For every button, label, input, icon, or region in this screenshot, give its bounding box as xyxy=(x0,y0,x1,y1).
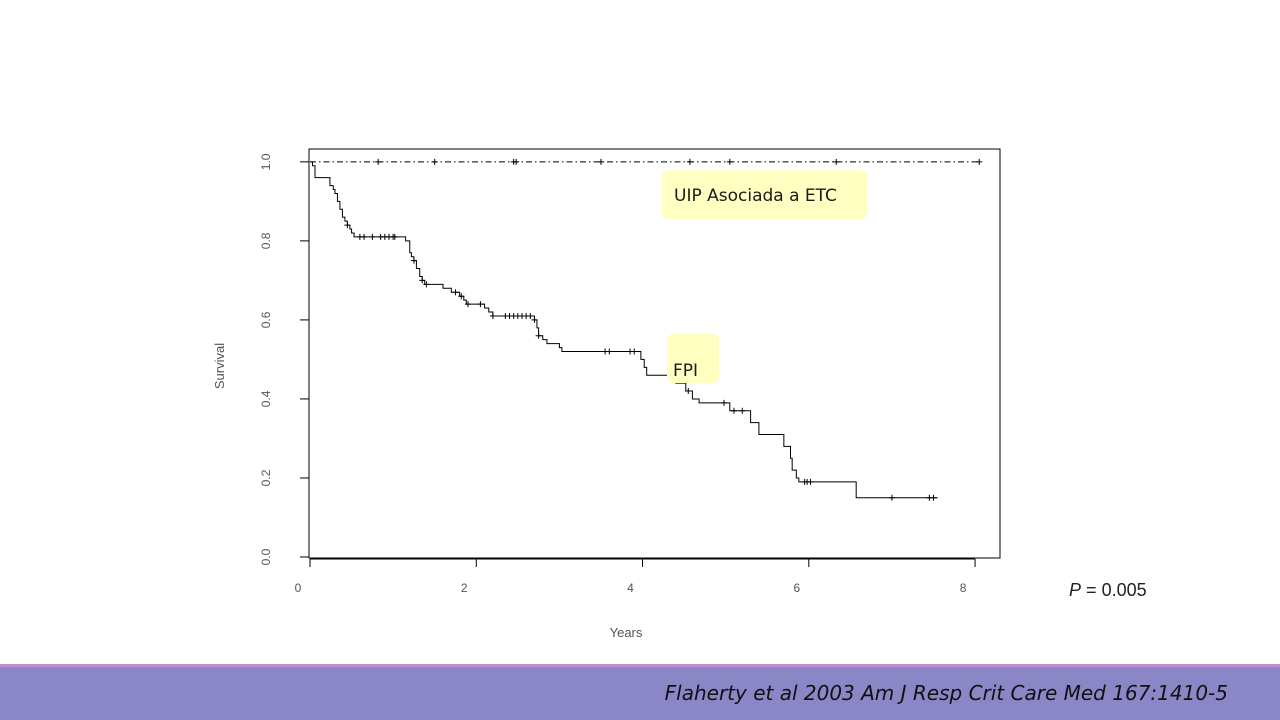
censor-mark xyxy=(531,316,538,323)
censor-mark xyxy=(976,158,983,165)
censor-mark xyxy=(726,158,733,165)
censor-mark xyxy=(513,158,520,165)
censor-mark xyxy=(721,399,727,406)
censor-mark xyxy=(369,233,376,240)
x-tick-label: 8 xyxy=(960,581,967,595)
series-uip-etc xyxy=(310,158,983,165)
x-axis-title: Years xyxy=(610,625,643,640)
svg-text:UIP Asociada a ETC: UIP Asociada a ETC xyxy=(674,186,837,206)
censor-mark xyxy=(458,293,465,300)
series-fpi xyxy=(310,161,938,501)
censor-mark xyxy=(375,158,382,165)
censor-mark xyxy=(391,233,398,240)
censor-mark xyxy=(685,388,692,395)
censor-mark xyxy=(686,158,693,165)
censor-mark xyxy=(631,348,638,355)
footer-band xyxy=(0,667,1280,720)
censor-mark xyxy=(361,233,368,240)
censor-mark xyxy=(527,312,534,319)
annotations: UIP Asociada a ETC FPI xyxy=(662,170,867,383)
p-equals: = xyxy=(1086,580,1097,600)
y-tick-label: 0.2 xyxy=(259,469,273,486)
y-tick-label: 0.8 xyxy=(259,232,273,249)
censor-mark xyxy=(606,348,613,355)
series-layer xyxy=(310,158,983,501)
censor-mark xyxy=(833,158,840,165)
censor-mark xyxy=(419,277,426,284)
footer-accent-line xyxy=(0,664,1280,667)
y-tick-label: 0.4 xyxy=(259,390,273,407)
p-letter: P xyxy=(1069,580,1082,600)
y-tick-label: 0.6 xyxy=(259,311,273,328)
censor-mark xyxy=(597,158,604,165)
censor-mark xyxy=(730,407,737,414)
censor-mark xyxy=(535,332,542,339)
annotation-uip-etc: UIP Asociada a ETC xyxy=(662,170,867,219)
censor-mark xyxy=(423,281,430,288)
censor-mark xyxy=(930,494,937,501)
censor-mark xyxy=(452,289,459,296)
censor-mark xyxy=(807,478,814,485)
y-tick-label: 0.0 xyxy=(259,548,273,565)
citation: Flaherty et al 2003 Am J Resp Crit Care … xyxy=(664,681,1228,705)
axes: 0 2 4 6 8 0.0 0.2 0.4 0.6 0.8 1.0 xyxy=(259,153,976,595)
plot-frame xyxy=(308,148,1001,559)
censor-mark xyxy=(477,301,484,308)
x-tick-label: 4 xyxy=(627,581,634,595)
y-tick-label: 1.0 xyxy=(259,153,273,170)
censor-mark xyxy=(739,407,746,414)
x-tick-label: 6 xyxy=(793,581,800,595)
x-tick-label: 2 xyxy=(461,581,468,595)
survival-chart: 0 2 4 6 8 0.0 0.2 0.4 0.6 0.8 1.0 UIP Asociada a E… xyxy=(212,148,1001,640)
censor-mark xyxy=(489,312,496,319)
x-tick-label: 0 xyxy=(295,581,302,595)
annotation-fpi: FPI xyxy=(667,334,719,383)
censor-mark xyxy=(344,222,351,229)
p-number: 0.005 xyxy=(1101,580,1147,600)
censor-mark xyxy=(410,257,417,264)
censor-mark xyxy=(888,494,895,501)
svg-text:FPI: FPI xyxy=(673,361,698,381)
p-value-label: P = 0.005 xyxy=(1069,580,1147,601)
censor-mark xyxy=(431,158,438,165)
y-axis-title: Survival xyxy=(212,343,227,389)
censor-mark xyxy=(464,301,471,308)
